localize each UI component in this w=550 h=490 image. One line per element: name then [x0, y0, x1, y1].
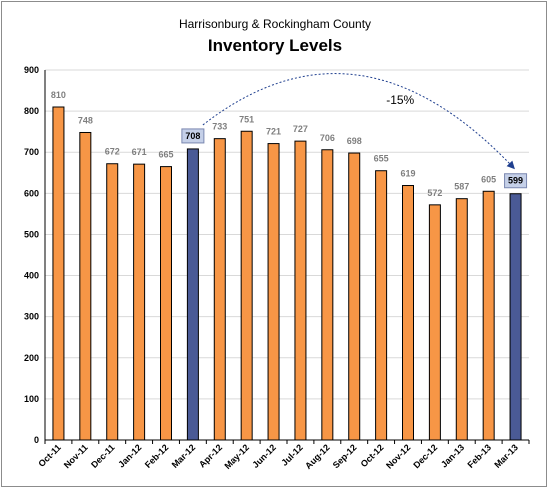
data-label: 587 [454, 182, 469, 192]
x-tick-label: Mar-13 [492, 442, 520, 470]
data-label: 698 [347, 136, 362, 146]
change-annotation: -15% [202, 73, 515, 170]
y-tick-label: 600 [24, 188, 39, 198]
bars [52, 106, 522, 441]
data-label: 672 [105, 147, 120, 157]
chart-subtitle: Harrisonburg & Rockingham County [179, 17, 371, 31]
x-tick-label: Dec-12 [411, 442, 439, 470]
y-tick-label: 100 [24, 394, 39, 404]
x-tick-label: Jan-12 [116, 442, 143, 469]
y-tick-label: 0 [34, 435, 39, 445]
y-tick-label: 400 [24, 271, 39, 281]
data-label: 748 [78, 115, 93, 125]
bar [509, 193, 522, 441]
data-label-box [504, 173, 528, 189]
data-label: 708 [185, 131, 200, 141]
x-tick-label: Nov-11 [62, 442, 90, 470]
x-tick-label: Jan-13 [439, 442, 466, 469]
y-axis-ticks: 0 100 200 300 400 500 600 700 800 900 [24, 65, 39, 445]
x-tick-label: Oct-11 [36, 442, 63, 469]
y-tick-label: 700 [24, 147, 39, 157]
data-label: 665 [158, 150, 173, 160]
bar [186, 148, 199, 441]
data-label: 572 [427, 188, 442, 198]
change-arrow [202, 73, 515, 170]
data-label: 605 [481, 174, 496, 184]
data-labels: 810 748 672 671 665 708 733 751 721 727 706 698 655 6… [51, 90, 528, 198]
x-tick-label: Feb-13 [465, 442, 493, 470]
y-tick-label: 300 [24, 312, 39, 322]
change-label: -15% [386, 93, 414, 107]
data-label: 655 [374, 154, 389, 164]
data-label: 751 [239, 114, 254, 124]
x-tick-label: Aug-12 [303, 442, 332, 471]
bar [79, 131, 92, 441]
data-label: 671 [132, 147, 147, 157]
y-tick-label: 200 [24, 353, 39, 363]
bar [482, 190, 495, 441]
bar [402, 185, 414, 441]
x-tick-label: Feb-12 [143, 442, 171, 470]
data-label: 599 [508, 176, 523, 186]
data-label: 706 [320, 133, 335, 143]
bar [213, 138, 226, 441]
data-label: 727 [293, 124, 308, 134]
data-label: 721 [266, 127, 281, 137]
x-tick-label: Mar-12 [170, 442, 198, 470]
data-label: 733 [212, 122, 227, 132]
bar [428, 204, 441, 441]
bar [240, 130, 253, 441]
bar [348, 152, 361, 441]
bar [321, 149, 334, 441]
x-tick-label: Oct-12 [359, 442, 386, 469]
bar [160, 166, 172, 441]
x-tick-label: Dec-11 [89, 442, 117, 470]
x-tick-label: Nov-12 [384, 442, 412, 470]
bar [294, 140, 307, 441]
data-label-box [181, 128, 205, 144]
bar [375, 170, 388, 441]
bar [133, 163, 146, 441]
y-tick-label: 800 [24, 106, 39, 116]
chart-title: Inventory Levels [208, 36, 342, 55]
x-tick-label: Sep-12 [331, 442, 359, 470]
x-tick-label: Jul-12 [279, 442, 304, 467]
y-tick-label: 900 [24, 65, 39, 75]
x-tick-label: Jun-12 [250, 442, 278, 470]
bar [52, 106, 65, 441]
y-tick-label: 500 [24, 229, 39, 239]
bar [455, 198, 468, 441]
data-label: 810 [51, 90, 66, 100]
bar [106, 163, 119, 441]
data-label: 619 [400, 169, 415, 179]
x-tick-label: May-12 [222, 442, 251, 471]
bar [267, 143, 280, 441]
x-tick-label: Apr-12 [197, 442, 224, 469]
